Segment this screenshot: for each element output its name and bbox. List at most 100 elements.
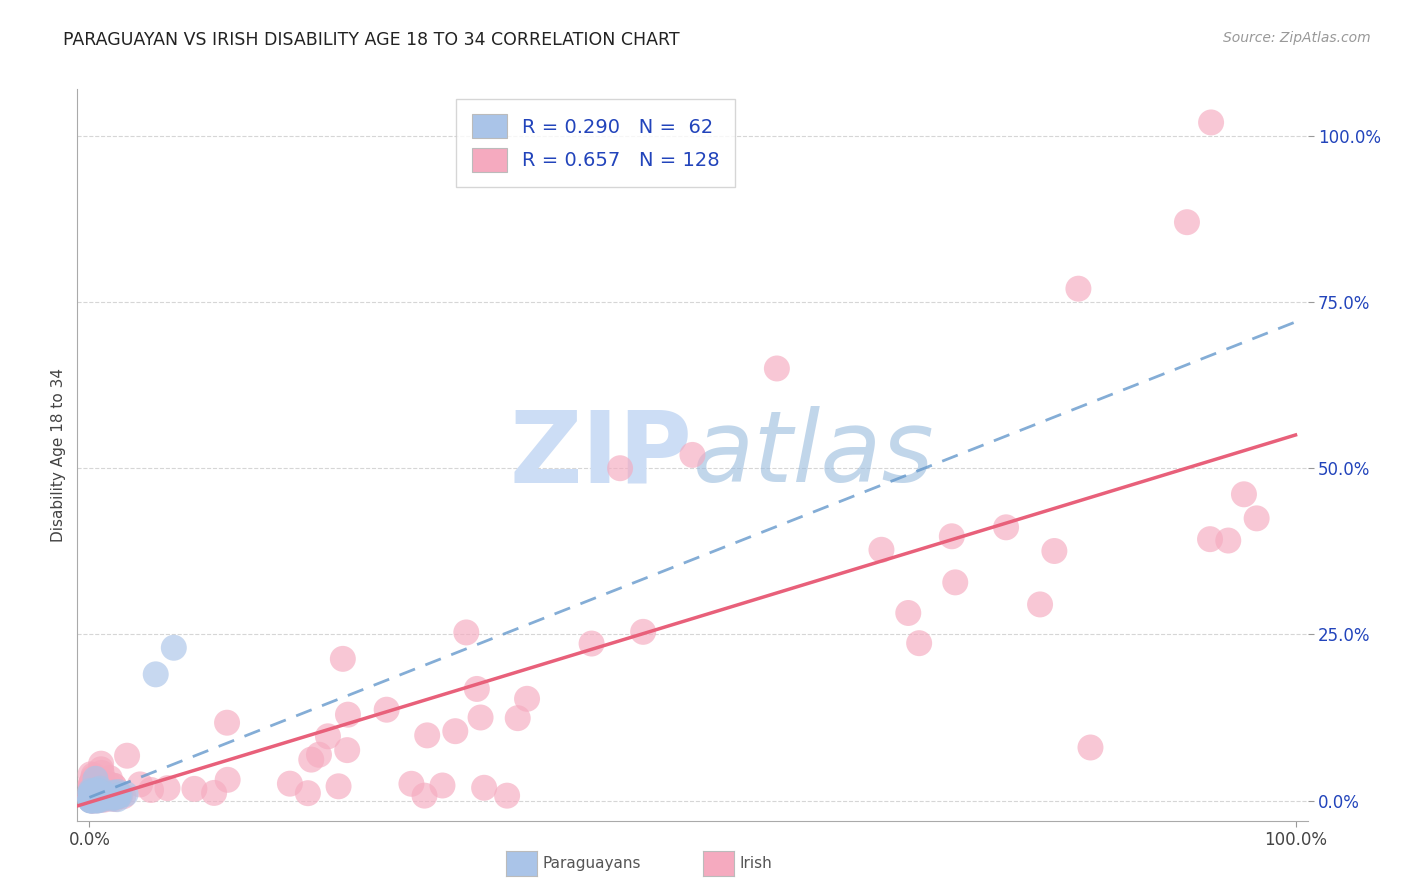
Point bbox=[682, 448, 704, 462]
Point bbox=[90, 756, 112, 771]
Point bbox=[332, 652, 354, 666]
Point bbox=[79, 784, 101, 798]
Point bbox=[87, 787, 110, 801]
Point bbox=[609, 461, 631, 475]
Point bbox=[444, 724, 467, 739]
Point bbox=[84, 790, 107, 805]
Point bbox=[183, 781, 205, 796]
Point bbox=[80, 792, 103, 806]
Point bbox=[80, 793, 103, 807]
Point bbox=[97, 789, 120, 804]
Point bbox=[316, 729, 339, 743]
Point bbox=[897, 606, 920, 620]
Point bbox=[82, 782, 104, 797]
Point bbox=[90, 793, 112, 807]
Point bbox=[82, 793, 104, 807]
Point bbox=[84, 792, 107, 806]
Point bbox=[84, 780, 107, 794]
Point bbox=[82, 793, 104, 807]
Point bbox=[145, 667, 167, 681]
Point bbox=[82, 791, 104, 805]
Point bbox=[80, 793, 103, 807]
Point bbox=[82, 789, 104, 803]
Point bbox=[93, 792, 115, 806]
Point bbox=[84, 793, 107, 807]
Point bbox=[299, 753, 322, 767]
Point bbox=[79, 792, 101, 806]
Point bbox=[84, 788, 107, 802]
Point bbox=[83, 781, 105, 796]
Point bbox=[79, 788, 101, 802]
Point bbox=[80, 793, 103, 807]
Point bbox=[308, 747, 330, 762]
Point bbox=[80, 793, 103, 807]
Point bbox=[79, 791, 101, 805]
Point bbox=[84, 792, 107, 806]
Point bbox=[96, 788, 118, 802]
Point bbox=[90, 762, 112, 776]
Point bbox=[516, 691, 538, 706]
Point bbox=[80, 790, 103, 805]
Point bbox=[89, 781, 111, 796]
Point bbox=[82, 788, 104, 802]
Point bbox=[82, 793, 104, 807]
Point bbox=[83, 791, 105, 805]
Point bbox=[107, 789, 129, 803]
Point bbox=[79, 793, 101, 807]
Point bbox=[1218, 533, 1240, 548]
Point bbox=[83, 783, 105, 797]
Point bbox=[83, 793, 105, 807]
Point bbox=[80, 779, 103, 793]
Point bbox=[108, 789, 131, 803]
Legend: R = 0.290   N =  62, R = 0.657   N = 128: R = 0.290 N = 62, R = 0.657 N = 128 bbox=[456, 99, 735, 187]
Point bbox=[908, 636, 931, 650]
Point bbox=[84, 784, 107, 798]
Point bbox=[91, 785, 114, 799]
Point bbox=[432, 779, 454, 793]
Point bbox=[766, 361, 789, 376]
Point bbox=[336, 743, 359, 757]
Point bbox=[86, 783, 108, 797]
Point bbox=[87, 793, 110, 807]
Point bbox=[103, 792, 125, 806]
Point bbox=[82, 791, 104, 805]
Point bbox=[943, 575, 966, 590]
Point bbox=[496, 789, 519, 803]
Point bbox=[84, 792, 107, 806]
Point bbox=[80, 793, 103, 807]
Point bbox=[86, 790, 108, 805]
Point bbox=[1067, 282, 1090, 296]
Point bbox=[80, 779, 103, 793]
Point bbox=[103, 786, 125, 800]
Point bbox=[98, 771, 121, 785]
Point bbox=[84, 792, 107, 806]
Point bbox=[416, 728, 439, 742]
Point bbox=[80, 789, 103, 804]
Point bbox=[401, 777, 423, 791]
Point bbox=[87, 779, 110, 793]
Point bbox=[89, 782, 111, 797]
Point bbox=[79, 786, 101, 800]
Point bbox=[80, 787, 103, 801]
Point bbox=[83, 789, 105, 804]
Point bbox=[82, 789, 104, 804]
Point bbox=[97, 777, 120, 791]
Point bbox=[80, 791, 103, 805]
Point bbox=[217, 772, 239, 787]
Point bbox=[631, 624, 654, 639]
Point bbox=[1246, 511, 1268, 525]
Text: Paraguayans: Paraguayans bbox=[543, 856, 641, 871]
Text: Irish: Irish bbox=[740, 856, 772, 871]
Point bbox=[82, 786, 104, 800]
Point bbox=[97, 790, 120, 805]
Point bbox=[103, 779, 125, 793]
Point bbox=[79, 791, 101, 805]
Text: Source: ZipAtlas.com: Source: ZipAtlas.com bbox=[1223, 31, 1371, 45]
Point bbox=[83, 784, 105, 798]
Point bbox=[79, 784, 101, 798]
Point bbox=[1199, 532, 1222, 546]
Point bbox=[79, 791, 101, 805]
Point bbox=[156, 781, 179, 796]
Point bbox=[87, 789, 110, 804]
Point bbox=[87, 792, 110, 806]
